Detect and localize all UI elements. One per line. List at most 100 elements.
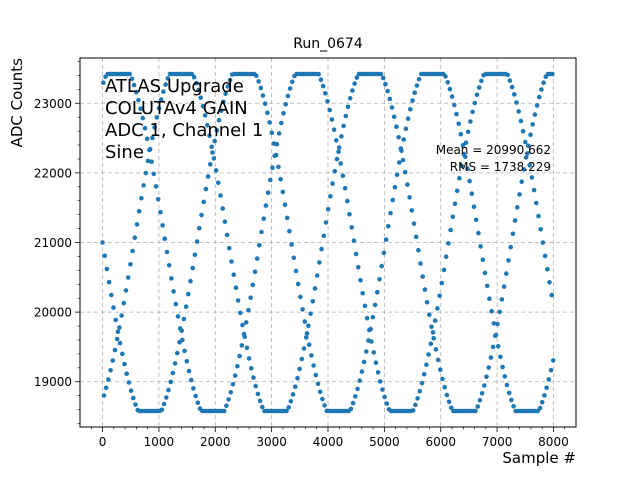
data-point — [534, 103, 540, 108]
data-point — [166, 387, 171, 393]
data-point — [194, 80, 199, 86]
data-point — [345, 198, 350, 204]
data-point — [243, 320, 249, 325]
annotation-line-1: ATLAS Upgrade — [105, 76, 244, 97]
data-points — [100, 71, 556, 414]
data-point — [470, 109, 475, 115]
data-point — [463, 140, 469, 145]
data-point — [482, 383, 487, 388]
annotation-line-2: COLUTAv4 GAIN — [105, 98, 248, 119]
data-point — [330, 181, 335, 186]
data-point — [115, 329, 121, 335]
data-point — [227, 245, 232, 251]
data-point — [447, 86, 453, 92]
data-point — [142, 125, 148, 131]
data-point — [547, 280, 552, 285]
data-point — [336, 149, 341, 154]
data-point — [279, 120, 284, 126]
data-point — [216, 180, 221, 186]
data-point — [504, 271, 509, 276]
data-point — [414, 83, 420, 88]
data-point — [299, 356, 305, 362]
x-tick-label: 1000 — [144, 435, 175, 449]
data-point — [160, 223, 165, 228]
data-point — [514, 100, 519, 105]
data-point — [462, 154, 468, 159]
x-tick-label: 6000 — [425, 435, 456, 449]
y-tick-label: 23000 — [34, 97, 72, 111]
data-point — [435, 306, 440, 311]
data-point — [354, 75, 360, 80]
x-axis-label: Sample # — [502, 449, 576, 467]
data-point — [253, 383, 258, 389]
data-point — [262, 101, 268, 106]
data-point — [403, 126, 409, 132]
data-point — [419, 380, 425, 386]
data-point — [113, 317, 118, 323]
data-point — [448, 227, 453, 233]
data-point — [440, 376, 445, 382]
data-point — [131, 82, 137, 88]
data-point — [315, 381, 321, 387]
data-point — [544, 385, 549, 391]
data-point — [443, 254, 449, 259]
data-point — [216, 117, 222, 123]
data-point — [267, 120, 272, 125]
data-point — [195, 400, 201, 406]
data-point — [298, 294, 303, 300]
data-point — [422, 287, 428, 292]
data-point — [508, 244, 513, 250]
data-point — [546, 377, 552, 382]
data-point — [500, 364, 505, 370]
data-point — [511, 403, 516, 409]
data-point — [106, 279, 112, 285]
data-point — [489, 308, 494, 314]
data-point — [400, 157, 406, 163]
data-point — [168, 379, 173, 385]
data-point — [473, 408, 478, 414]
data-point — [387, 96, 393, 102]
data-point — [212, 138, 217, 144]
data-point — [214, 128, 220, 133]
data-point — [479, 78, 484, 84]
data-point — [265, 190, 271, 195]
data-point — [122, 361, 127, 367]
x-tick-label: 8000 — [538, 435, 569, 449]
y-axis-label: ADC Counts — [8, 58, 26, 148]
data-point — [449, 94, 455, 99]
data-point — [484, 374, 489, 380]
data-point — [317, 260, 322, 265]
data-point — [188, 377, 194, 383]
y-tick-label: 21000 — [34, 236, 72, 250]
data-point — [401, 137, 407, 142]
data-point — [210, 150, 215, 155]
data-point — [246, 307, 251, 313]
data-point — [469, 191, 475, 196]
data-point — [141, 183, 146, 188]
data-point — [175, 350, 180, 356]
data-point — [384, 401, 390, 406]
data-point — [389, 105, 395, 110]
stats-rms: RMS = 1738.229 — [450, 160, 551, 174]
data-point — [486, 365, 492, 370]
data-point — [430, 330, 436, 335]
data-point — [383, 237, 389, 242]
data-point — [220, 206, 225, 211]
data-point — [257, 398, 263, 404]
data-point — [409, 208, 415, 213]
data-point — [410, 98, 415, 103]
data-point — [527, 163, 532, 168]
data-point — [171, 289, 176, 294]
data-point — [320, 83, 326, 89]
data-point — [341, 123, 346, 129]
data-point — [325, 99, 330, 104]
data-point — [504, 382, 510, 388]
data-point — [410, 408, 416, 413]
data-point — [379, 263, 385, 269]
data-point — [193, 393, 198, 399]
data-point — [169, 276, 174, 281]
data-point — [369, 339, 374, 344]
data-point — [134, 222, 140, 227]
data-point — [437, 293, 442, 299]
